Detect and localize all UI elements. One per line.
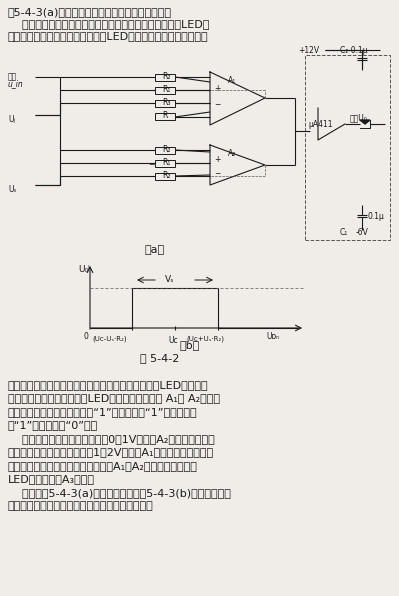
Text: 当输入电压低于下限阀电平（0～1V）时，A₂输出为低电平，: 当输入电压低于下限阀电平（0～1V）时，A₂输出为低电平， [8,434,215,444]
Text: 当输入电压在上、下阀电平之间时，A₁、A₂输出均为高电平。: 当输入电压在上、下阀电平之间时，A₁、A₂输出均为高电平。 [8,461,198,471]
Text: 为“1”时，输出是“0”）。: 为“1”时，输出是“0”）。 [8,421,98,430]
Text: +: + [214,84,220,93]
Text: R₃: R₃ [162,98,170,107]
Text: Uₛ: Uₛ [8,185,16,194]
Text: Vₛ: Vₛ [165,275,174,284]
Polygon shape [360,120,370,124]
Text: u_in: u_in [8,79,24,88]
Bar [155,87,175,94]
Text: 图 5-4-2: 图 5-4-2 [140,353,180,363]
Text: 为负，这时红色发光二极管LED发光。电压比较器 A₁和 A₂相当于: 为负，这时红色发光二极管LED发光。电压比较器 A₁和 A₂相当于 [8,393,220,403]
Bar [155,113,175,120]
Text: Uᴄ: Uᴄ [168,336,178,345]
Text: R: R [162,111,167,120]
Text: LED是由放大器A₃驱动。: LED是由放大器A₃驱动。 [8,474,95,485]
Text: Uᴅₙ: Uᴅₙ [266,332,279,341]
Polygon shape [210,145,265,185]
Text: 于上限阀电平或低于下限阀电平时，加在发光二极管LED上的电压: 于上限阀电平或低于下限阀电平时，加在发光二极管LED上的电压 [8,380,209,390]
Text: R₂: R₂ [162,72,170,81]
Text: R₂: R₂ [162,171,170,180]
Bar [155,173,175,180]
Bar [155,160,175,167]
Bar [155,74,175,81]
Text: R₁: R₁ [162,85,170,94]
Text: 如果将图5-4-3(a)的输出部份改成图5-4-3(b)的电路形式，: 如果将图5-4-3(a)的输出部份改成图5-4-3(b)的电路形式， [8,488,231,498]
Text: +12V: +12V [298,46,319,55]
Text: −: − [214,169,220,178]
Text: 则可以表明输入是高于还是低于预定的电平范围。: 则可以表明输入是高于还是低于预定的电平范围。 [8,501,154,511]
Text: (Uᴄ+Uₛ·R₂): (Uᴄ+Uₛ·R₂) [186,336,224,343]
Text: U₀ᴵ: U₀ᴵ [78,265,90,274]
Text: A₂: A₂ [228,149,236,158]
Bar [155,147,175,154]
Text: 输入: 输入 [8,72,17,81]
Text: +: + [214,155,220,164]
Text: R₁: R₁ [162,158,170,167]
Text: 当输入电平处于上、下阀电平之间时，加在发光二极管LED上: 当输入电平处于上、下阀电平之间时，加在发光二极管LED上 [8,19,209,29]
Bar [305,55,390,240]
Text: 图5-4-3(a)电路是为显示视频信号电平面设计的。: 图5-4-3(a)电路是为显示视频信号电平面设计的。 [8,7,172,17]
Text: （a）: （a） [145,245,165,255]
Text: 而输入电压高于上限阀电平（1～2V）时，A₁输出为低电平，只有: 而输入电压高于上限阀电平（1～2V）时，A₁输出为低电平，只有 [8,448,214,458]
Text: (Uᴄ-Uₛ·R₂): (Uᴄ-Uₛ·R₂) [92,336,126,343]
Text: -6V: -6V [356,228,369,237]
Text: R₂: R₂ [162,145,170,154]
Text: μA411: μA411 [308,120,332,129]
Bar [155,100,175,107]
Text: 0: 0 [83,332,88,341]
Text: 0.1μ: 0.1μ [368,212,385,221]
Text: C₁: C₁ [340,228,348,237]
Text: C₂ 0.1μ: C₂ 0.1μ [340,46,367,55]
Text: Uⱼ: Uⱼ [8,115,15,124]
Text: （b）: （b） [180,340,200,350]
Text: −: − [214,100,220,109]
Polygon shape [210,72,265,125]
Text: 一个异或门（即两输入之一为“1”时，输出为“1”，两输入均: 一个异或门（即两输入之一为“1”时，输出为“1”，两输入均 [8,407,198,417]
Text: A₁: A₁ [228,76,236,85]
Text: −: − [148,160,154,169]
Text: 的电压为正，这时绿色发光二极管LED发光。如果输入信号电平高: 的电压为正，这时绿色发光二极管LED发光。如果输入信号电平高 [8,31,209,41]
Text: 输出U₀: 输出U₀ [350,113,368,122]
